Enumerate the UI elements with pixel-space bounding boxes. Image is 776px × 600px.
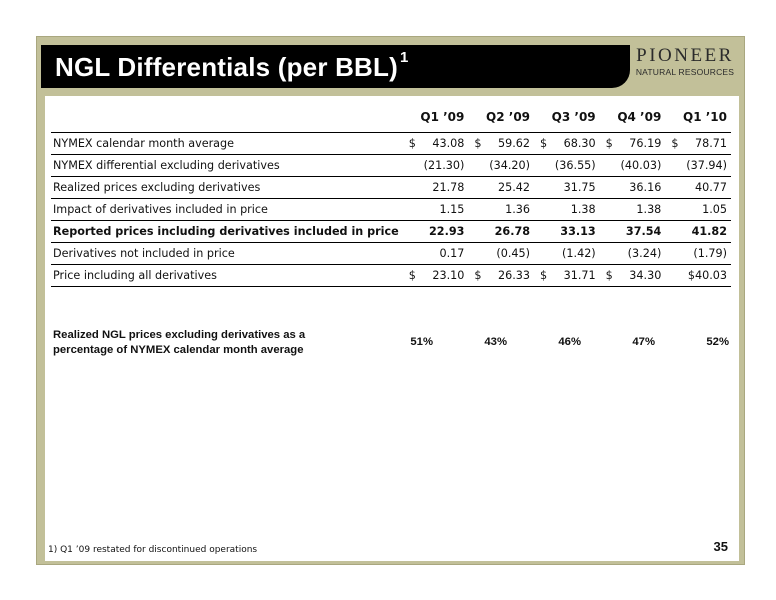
table-cell: 40.77: [665, 176, 731, 199]
row-label: Price including all derivatives: [51, 264, 403, 287]
table-cell: 21.78: [402, 176, 469, 199]
table-cell: $78.71: [665, 132, 731, 155]
row-label: NYMEX calendar month average: [51, 132, 403, 155]
table-row: Impact of derivatives included in price …: [51, 198, 731, 221]
row-label: Realized prices excluding derivatives: [51, 176, 403, 199]
table-cell: $40.03: [665, 264, 731, 287]
footnote: 1) Q1 ’09 restated for discontinued oper…: [48, 545, 258, 555]
table-cell: (3.24): [599, 242, 666, 265]
table-cell: (1.42): [534, 242, 600, 265]
table-cell: (1.79): [665, 242, 731, 265]
row-label: NYMEX differential excluding derivatives: [51, 154, 403, 177]
logo-name: PIONEER: [636, 45, 734, 66]
column-header: Q2 ’09: [468, 102, 535, 133]
header-label-cell: [51, 102, 403, 133]
table-cell: (37.94): [665, 154, 731, 177]
table-cell: 1.38: [599, 198, 666, 221]
table-cell: $26.33: [468, 264, 535, 287]
table-cell: $68.30: [534, 132, 600, 155]
table-cell: 1.15: [402, 198, 469, 221]
table-row: Reported prices including derivatives in…: [51, 220, 731, 243]
percentage-value: 52%: [706, 336, 729, 348]
content-area: Q1 ’09 Q2 ’09 Q3 ’09 Q4 ’09 Q1 ’10 NYMEX…: [45, 96, 739, 561]
row-label: Reported prices including derivatives in…: [51, 220, 403, 243]
table-row: Price including all derivatives $23.10 $…: [51, 264, 731, 287]
row-label: Impact of derivatives included in price: [51, 198, 403, 221]
column-header: Q4 ’09: [599, 102, 666, 133]
table-row: Realized prices excluding derivatives 21…: [51, 176, 731, 199]
table-cell: $34.30: [599, 264, 666, 287]
table-cell: 31.75: [534, 176, 600, 199]
percentage-value: 51%: [410, 336, 433, 348]
table-cell: 41.82: [665, 220, 731, 243]
column-header: Q3 ’09: [534, 102, 600, 133]
table-cell: 37.54: [599, 220, 666, 243]
column-header: Q1 ’09: [402, 102, 469, 133]
table-cell: (40.03): [599, 154, 666, 177]
table-cell: (21.30): [402, 154, 469, 177]
percentage-value: 47%: [632, 336, 655, 348]
table-row: NYMEX differential excluding derivatives…: [51, 154, 731, 177]
table-cell: (36.55): [534, 154, 600, 177]
table-row: Derivatives not included in price 0.17 (…: [51, 242, 731, 265]
table-cell: $31.71: [534, 264, 600, 287]
table-cell: $43.08: [402, 132, 469, 155]
title-bar: NGL Differentials (per BBL) 1: [41, 45, 630, 88]
title-text: NGL Differentials (per BBL): [55, 52, 398, 82]
table-cell: 1.38: [534, 198, 600, 221]
table-cell: 1.05: [665, 198, 731, 221]
percentage-label: Realized NGL prices excluding derivative…: [53, 329, 306, 356]
row-label: Derivatives not included in price: [51, 242, 403, 265]
ngl-differentials-table: Q1 ’09 Q2 ’09 Q3 ’09 Q4 ’09 Q1 ’10 NYMEX…: [51, 102, 731, 287]
table-cell: (34.20): [468, 154, 535, 177]
column-header: Q1 ’10: [665, 102, 731, 133]
table-row: NYMEX calendar month average $43.08 $59.…: [51, 132, 731, 155]
logo-subtitle: NATURAL RESOURCES: [635, 67, 735, 77]
table-cell: 36.16: [599, 176, 666, 199]
table-cell: 33.13: [534, 220, 600, 243]
table-cell: 1.36: [468, 198, 535, 221]
table-cell: $76.19: [599, 132, 666, 155]
table-cell: 0.17: [402, 242, 469, 265]
table-cell: 22.93: [402, 220, 469, 243]
table-cell: 25.42: [468, 176, 535, 199]
table-cell: 26.78: [468, 220, 535, 243]
percentage-value: 46%: [558, 336, 581, 348]
company-logo: PIONEER NATURAL RESOURCES: [632, 46, 738, 84]
table-cell: $23.10: [402, 264, 469, 287]
title-footnote-marker: 1: [399, 49, 409, 67]
table-header-row: Q1 ’09 Q2 ’09 Q3 ’09 Q4 ’09 Q1 ’10: [51, 102, 731, 133]
table-cell: $59.62: [468, 132, 535, 155]
page-number: 35: [713, 539, 728, 554]
page-title: NGL Differentials (per BBL) 1: [55, 49, 409, 83]
percentage-value: 43%: [484, 336, 507, 348]
table-cell: (0.45): [468, 242, 535, 265]
